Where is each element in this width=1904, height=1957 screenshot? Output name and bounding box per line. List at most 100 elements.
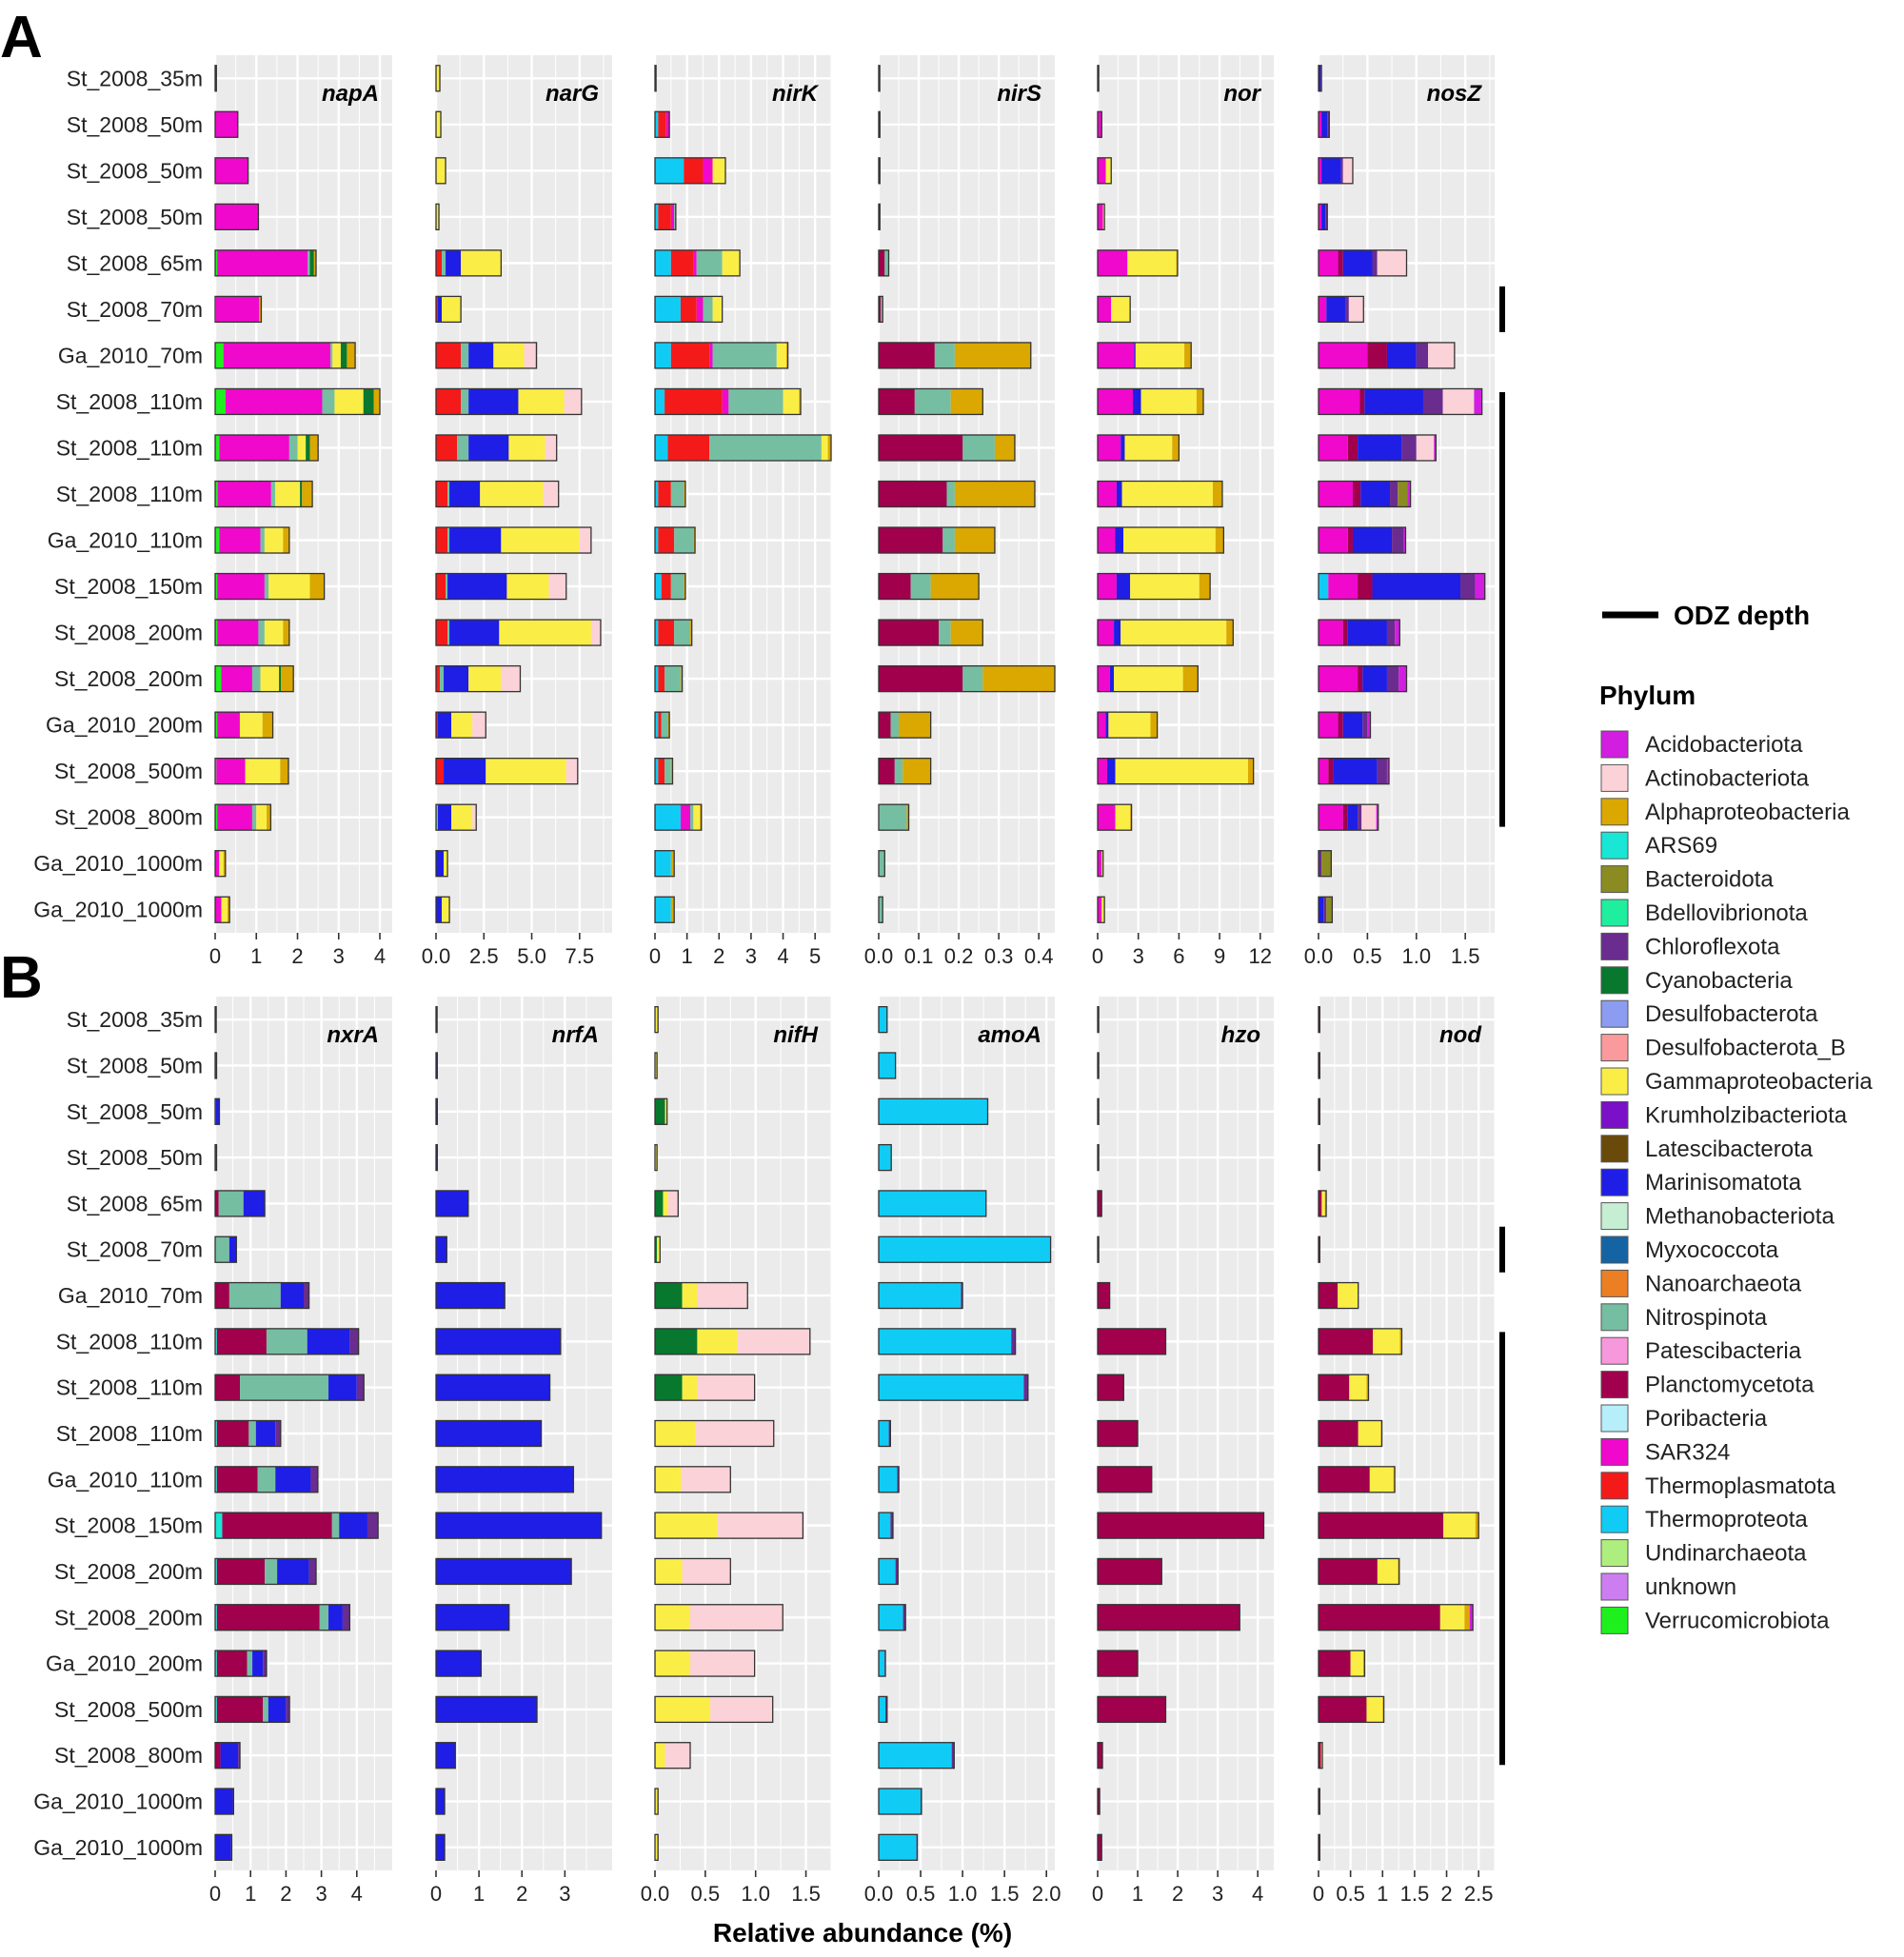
bar-outline [878, 1281, 963, 1310]
bar-outline [1097, 65, 1100, 92]
bar-outline [214, 1052, 218, 1079]
bar-segment [1124, 434, 1173, 461]
bar-stack [1097, 1235, 1100, 1263]
bar-segment [436, 157, 446, 184]
bar-segment [347, 342, 356, 368]
bar-segment [283, 527, 289, 554]
bar-segment [1319, 388, 1360, 415]
bar-outline [654, 1235, 661, 1263]
bar-segment [1176, 249, 1178, 276]
bar-segment [661, 712, 668, 739]
bar-segment [879, 1789, 922, 1815]
bar-outline [1318, 1190, 1327, 1217]
bar-stack [1097, 1281, 1111, 1310]
bar-outline [214, 1328, 360, 1355]
bar-segment [879, 1144, 892, 1171]
bar-segment [363, 388, 374, 415]
bar-outline [1097, 1190, 1102, 1217]
bar-stack [878, 1328, 1017, 1355]
bar-outline [435, 1419, 543, 1448]
x-tick-label: 4 [1252, 1882, 1263, 1906]
bar-outline [1097, 1235, 1100, 1263]
bar-segment [307, 249, 310, 276]
bar-segment [1342, 157, 1353, 184]
bar-stack [1318, 1604, 1474, 1631]
bar-outline [1318, 664, 1408, 693]
bar-stack [1097, 803, 1133, 831]
bar-outline [878, 572, 980, 601]
bar-segment [655, 1604, 690, 1631]
bar-stack [435, 1419, 543, 1448]
bar-segment [449, 481, 481, 507]
row-label: Ga_2010_200m [46, 713, 203, 738]
bar-outline [214, 803, 272, 831]
bar-segment [1098, 111, 1102, 138]
legend-title: Phylum [1599, 681, 1696, 710]
x-tick-label: 5.0 [517, 944, 546, 968]
bar-outline [878, 850, 885, 878]
row-label: St_2008_110m [56, 435, 203, 460]
gene-panel-nifH: nifH 0.0 0.5 1.0 1.5 [641, 997, 832, 1906]
bar-segment [879, 1052, 896, 1078]
bar-outline [654, 1833, 659, 1861]
bar-segment [436, 204, 440, 230]
bar-segment [783, 388, 800, 415]
bar-segment [1464, 1604, 1470, 1631]
bar-segment [461, 388, 469, 415]
bar-segment [696, 249, 723, 276]
bar-outline [878, 1742, 955, 1769]
legend-item: Poribacteria [1600, 1404, 1768, 1433]
bar-segment [220, 1742, 239, 1769]
bar-outline [654, 850, 675, 878]
bar-outline [435, 758, 579, 785]
bar-segment [257, 1466, 276, 1492]
bar-segment [340, 342, 347, 368]
bar-segment [962, 434, 995, 461]
bar-segment [1460, 573, 1476, 600]
bar-segment [342, 1604, 350, 1631]
bar-stack [878, 619, 983, 646]
bar-segment [275, 481, 301, 507]
bar-segment [436, 804, 439, 831]
x-tick-label: 2.5 [1464, 1882, 1494, 1906]
bar-segment [1349, 1374, 1367, 1401]
bar-segment [674, 620, 690, 646]
bar-segment [954, 481, 1035, 507]
bar-segment [655, 481, 659, 507]
bar-stack [878, 803, 910, 831]
bar-stack [878, 572, 980, 601]
bar-stack [878, 387, 983, 416]
bar-outline [435, 295, 462, 324]
bar-segment [655, 1328, 698, 1354]
bar-segment [1130, 804, 1132, 831]
bar-segment [994, 434, 1015, 461]
bar-segment [1428, 342, 1455, 368]
bar-stack [1097, 249, 1179, 277]
bar-segment [1361, 804, 1377, 831]
bar-segment [684, 481, 685, 507]
legend-label: Thermoplasmatota [1645, 1473, 1836, 1499]
bar-outline [1318, 1557, 1400, 1586]
bar-outline [878, 619, 983, 646]
bar-segment [223, 850, 226, 877]
bar-segment [1362, 712, 1368, 739]
x-tick-label: 1 [250, 944, 262, 968]
bar-stack [435, 803, 477, 831]
legend-item: Latescibacterota [1600, 1135, 1814, 1163]
bar-segment [238, 1742, 241, 1769]
bar-segment [1133, 388, 1141, 415]
bar-segment [565, 758, 578, 784]
bar-segment [444, 758, 486, 784]
bar-stack [654, 1190, 679, 1217]
bar-segment [1342, 804, 1348, 831]
legend-swatch [1600, 1404, 1629, 1433]
bar-segment [1407, 481, 1411, 507]
bar-outline [435, 572, 567, 601]
row-label: St_2008_50m [67, 1053, 203, 1077]
bar-segment [1358, 665, 1363, 692]
bar-segment [436, 296, 439, 323]
bar-outline [435, 1052, 439, 1079]
bar-segment [1098, 388, 1133, 415]
bar-outline [214, 387, 381, 416]
bar-stack [435, 711, 486, 739]
